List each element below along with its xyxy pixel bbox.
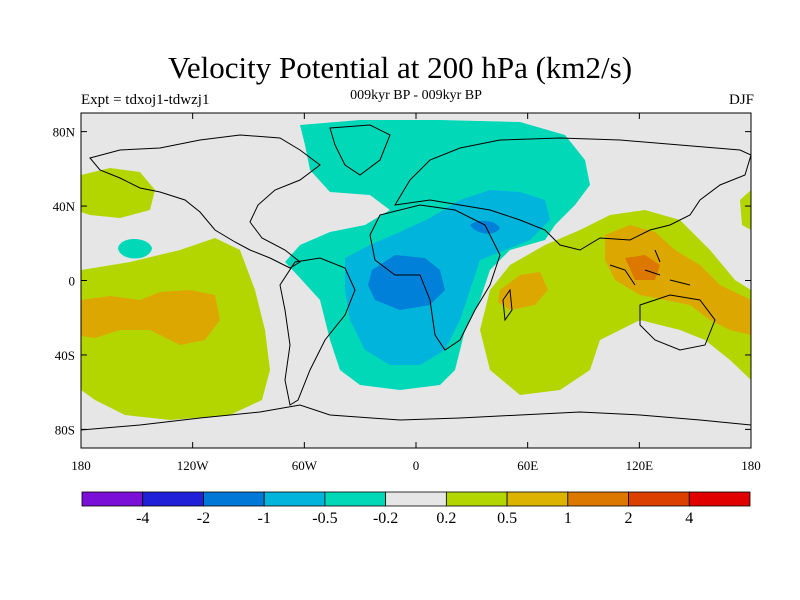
y-tick-label: 80N (53, 125, 76, 140)
colorbar-level-label: -1 (258, 510, 271, 527)
colorbar-level-label: -4 (136, 510, 149, 527)
y-tick-label: 80S (55, 422, 75, 437)
colorbar-swatch (324, 491, 387, 507)
colorbar-level-label: 4 (685, 510, 693, 527)
coastline-south-america (279, 257, 356, 406)
contour-pos-0-5-east-pacific (81, 290, 220, 345)
colorbar-swatch (445, 491, 508, 507)
x-tick-label: 180 (741, 458, 761, 473)
colorbar-swatch (203, 491, 265, 507)
contour-pos-0-5-maritime (605, 225, 751, 335)
colorbar-swatch (628, 491, 690, 507)
coastline-africa (369, 204, 501, 351)
colorbar-swatch (142, 491, 204, 507)
x-tick-label: 180 (71, 458, 91, 473)
contour-field (81, 113, 751, 448)
colorbar-level-label: 0.5 (497, 510, 517, 527)
coastline-greenland (329, 124, 391, 176)
x-tick-label: 60E (517, 458, 538, 473)
colorbar-swatch (506, 491, 569, 507)
contour-pos-1-maritime (625, 255, 660, 280)
x-axis: 180 120W 60W 0 60E 120E 180 (71, 113, 761, 473)
season-label: DJF (728, 92, 754, 108)
x-tick-label: 120W (177, 458, 210, 473)
contour-neg-0-5 (345, 190, 550, 365)
contour-pos-0-2-far-east (740, 190, 751, 230)
coastline-madagascar (502, 288, 513, 322)
colorbar: -4 -2 -1 -0.5 -0.2 0.2 0.5 1 2 4 (81, 491, 751, 527)
y-tick-label: 40N (53, 199, 76, 214)
x-tick-label: 0 (413, 458, 420, 473)
colorbar-level-label: -0.5 (312, 510, 337, 527)
colorbar-level-label: 0.2 (436, 510, 456, 527)
colorbar-swatch (688, 491, 751, 507)
contour-pos-0-2-north-pacific (81, 168, 155, 218)
colorbar-swatch (81, 491, 144, 507)
colorbar-swatch (263, 491, 326, 507)
chart-title: Velocity Potential at 200 hPa (km2/s) (167, 50, 633, 85)
coastline-antarctica (81, 404, 751, 431)
x-tick-label: 60W (292, 458, 318, 473)
coastline-maritime-islands (609, 249, 691, 286)
experiment-label: Expt = tdxoj1-tdwzj1 (81, 92, 210, 108)
contour-pos-0-5-indian (498, 272, 548, 310)
y-axis: 80N 40N 0 40S 80S (53, 125, 751, 437)
contour-neg-1-north (470, 220, 500, 234)
colorbar-swatch (567, 491, 629, 507)
y-tick-label: 40S (55, 348, 75, 363)
coastline-eurasia (394, 137, 751, 251)
colorbar-level-label: -0.2 (373, 510, 398, 527)
contour-neg-0-2-small (118, 239, 152, 259)
coastline-australia (639, 294, 716, 351)
colorbar-level-label: 1 (564, 510, 572, 527)
y-tick-label: 0 (69, 274, 76, 289)
x-tick-label: 120E (626, 458, 654, 473)
colorbar-level-label: 2 (625, 510, 633, 527)
colorbar-level-label: -2 (197, 510, 210, 527)
period-label: 009kyr BP - 009kyr BP (350, 88, 482, 103)
coastline-north-america (89, 134, 321, 269)
colorbar-swatch (385, 491, 447, 507)
coastlines (81, 124, 751, 431)
